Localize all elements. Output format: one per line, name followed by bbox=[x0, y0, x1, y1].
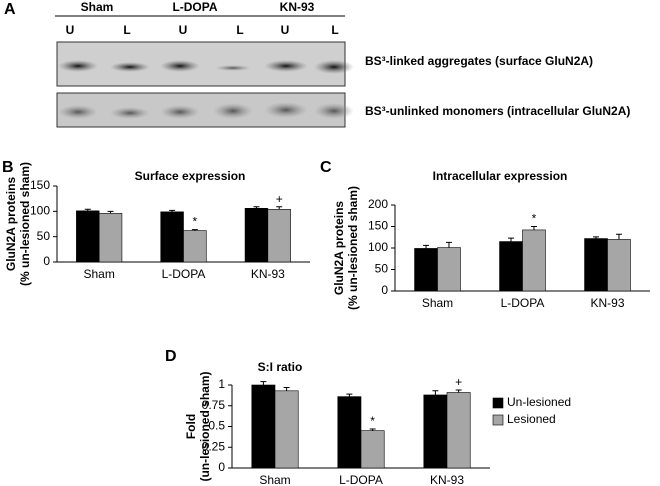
bar bbox=[98, 213, 123, 263]
lane-label: U bbox=[66, 23, 75, 37]
bar bbox=[446, 392, 471, 469]
error-bar bbox=[369, 428, 376, 431]
bar bbox=[437, 247, 461, 292]
y-axis-label: GluN2A proteins bbox=[332, 201, 346, 296]
bar bbox=[160, 211, 184, 263]
error-bar bbox=[432, 390, 439, 395]
x-tick-label: Sham bbox=[83, 267, 114, 281]
x-tick-label: KN-93 bbox=[430, 473, 464, 486]
error-bar bbox=[107, 210, 114, 214]
significance-mark: * bbox=[370, 414, 375, 428]
bar bbox=[360, 430, 385, 469]
row-label: BS³-unlinked monomers (intracellular Glu… bbox=[365, 104, 630, 118]
chart-title: S:I ratio bbox=[258, 360, 303, 374]
lane-label: L bbox=[236, 23, 243, 37]
group-label: KN-93 bbox=[280, 0, 315, 14]
y-tick-label: 100 bbox=[30, 204, 50, 218]
bar bbox=[244, 207, 269, 263]
legend-swatch bbox=[492, 414, 504, 426]
x-tick-label: KN-93 bbox=[590, 296, 624, 310]
group-label: Sham bbox=[81, 0, 114, 14]
significance-mark: + bbox=[455, 375, 462, 389]
y-tick-label: 200 bbox=[368, 197, 388, 211]
y-tick-label: 0.5 bbox=[208, 419, 225, 433]
error-bar bbox=[191, 229, 198, 231]
panel-letter: C bbox=[320, 159, 332, 176]
significance-mark: * bbox=[532, 212, 537, 226]
bar bbox=[76, 210, 100, 263]
y-tick-label: 1 bbox=[218, 377, 225, 391]
y-axis-label: (% un-lesioned sham) bbox=[18, 162, 32, 286]
x-tick-label: L-DOPA bbox=[162, 267, 206, 281]
chart-title: Intracellular expression bbox=[433, 169, 568, 183]
y-tick-label: 150 bbox=[30, 178, 50, 192]
error-bar bbox=[423, 244, 430, 249]
y-tick-label: 0 bbox=[43, 254, 50, 268]
y-axis-label: (un-lesioned sham) bbox=[198, 371, 212, 481]
y-tick-label: 0 bbox=[218, 460, 225, 474]
error-bar bbox=[276, 206, 283, 210]
error-bar bbox=[508, 237, 515, 242]
bar bbox=[183, 230, 207, 263]
panel-letter: D bbox=[165, 348, 177, 365]
error-bar bbox=[260, 381, 267, 385]
bar bbox=[584, 238, 608, 292]
legend-swatch bbox=[492, 397, 504, 409]
error-bar bbox=[615, 233, 622, 240]
error-bar bbox=[455, 389, 462, 393]
error-bar bbox=[445, 241, 452, 248]
x-tick-label: L-DOPA bbox=[339, 473, 383, 486]
legend-label: Lesioned bbox=[507, 412, 556, 426]
y-tick-label: 50 bbox=[375, 262, 389, 276]
bar bbox=[267, 209, 291, 263]
error-bar bbox=[530, 226, 537, 230]
group-label: L-DOPA bbox=[172, 0, 217, 14]
x-tick-label: Sham bbox=[259, 473, 290, 486]
y-axis-label: (% un-lesioned sham) bbox=[346, 186, 360, 310]
y-tick-label: 100 bbox=[368, 240, 388, 254]
significance-mark: + bbox=[276, 192, 283, 206]
error-bar bbox=[593, 236, 600, 239]
error-bar bbox=[169, 209, 176, 212]
lane-label: L bbox=[123, 23, 130, 37]
bar bbox=[251, 384, 276, 469]
error-bar bbox=[84, 208, 91, 211]
bar bbox=[414, 248, 438, 292]
y-axis-label: GluN2A proteins bbox=[4, 177, 18, 272]
bar bbox=[607, 239, 631, 292]
bar bbox=[423, 394, 448, 469]
x-tick-label: Sham bbox=[422, 296, 453, 310]
bar bbox=[274, 390, 299, 469]
lane-label: U bbox=[281, 23, 290, 37]
y-axis-label: Fold bbox=[184, 414, 198, 439]
error-bar bbox=[253, 206, 260, 209]
x-tick-label: KN-93 bbox=[251, 267, 285, 281]
blot-2 bbox=[56, 92, 354, 128]
bar bbox=[337, 396, 362, 469]
panel-letter: A bbox=[4, 1, 16, 18]
error-bar bbox=[346, 393, 353, 397]
bar bbox=[499, 241, 523, 292]
y-tick-label: 0.75 bbox=[202, 398, 226, 412]
y-tick-label: 150 bbox=[368, 219, 388, 233]
lane-label: U bbox=[179, 23, 188, 37]
significance-mark: * bbox=[193, 215, 198, 229]
error-bar bbox=[283, 386, 290, 391]
legend-label: Un-lesioned bbox=[507, 395, 571, 409]
x-tick-label: L-DOPA bbox=[501, 296, 545, 310]
bar bbox=[522, 229, 546, 292]
row-label: BS³-linked aggregates (surface GluN2A) bbox=[365, 54, 593, 68]
chart-title: Surface expression bbox=[135, 169, 246, 183]
y-tick-label: 50 bbox=[37, 229, 51, 243]
lane-label: L bbox=[331, 23, 338, 37]
blot-1 bbox=[56, 41, 354, 87]
panel-letter: B bbox=[2, 159, 14, 176]
y-tick-label: 0 bbox=[381, 283, 388, 297]
y-tick-label: 0.25 bbox=[202, 439, 226, 453]
